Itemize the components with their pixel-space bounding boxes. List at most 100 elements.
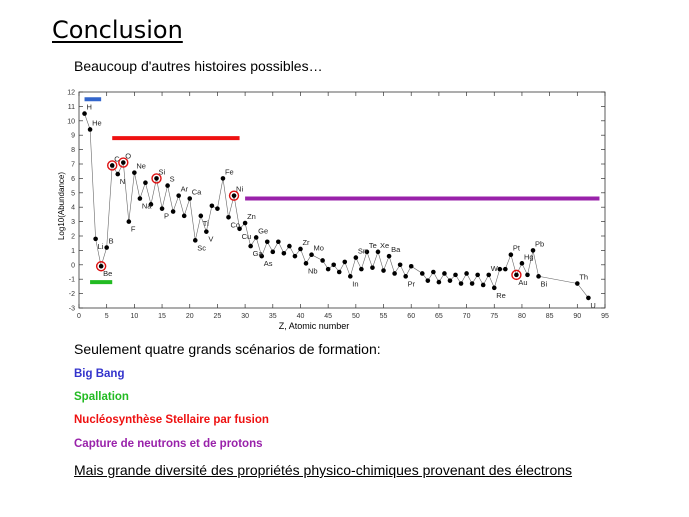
data-point: [215, 206, 220, 211]
data-point: [331, 262, 336, 268]
slide-subtitle: Beaucoup d'autres histoires possibles…: [74, 58, 323, 74]
element-label: Fe: [225, 167, 234, 176]
x-tick-label: 70: [463, 313, 471, 320]
x-tick-label: 15: [158, 313, 166, 320]
element-label: Ne: [136, 162, 146, 171]
data-point: [143, 180, 148, 186]
data-point: [519, 261, 525, 266]
element-label: Ar: [181, 185, 189, 194]
data-point: [403, 274, 408, 279]
element-label: Pt: [513, 244, 521, 253]
data-point: [431, 269, 436, 275]
highlight-ring: [511, 269, 522, 281]
y-tick-label: -1: [69, 277, 75, 284]
scenarios-intro: Seulement quatre grands scénarios de for…: [74, 341, 381, 357]
data-point: [120, 160, 126, 165]
element-label: P: [164, 212, 169, 221]
data-point: [253, 235, 259, 240]
y-tick-label: 7: [71, 162, 75, 169]
scenario-spallation: Spallation: [74, 391, 129, 403]
data-point: [342, 259, 348, 265]
data-point: [115, 171, 121, 177]
y-tick-label: 2: [71, 234, 75, 241]
element-label: C: [114, 154, 120, 163]
highlight-ring: [107, 160, 118, 171]
element-label: Pr: [408, 279, 416, 288]
data-point: [381, 268, 386, 273]
element-label: Xe: [380, 241, 389, 250]
element-label: S: [170, 175, 175, 184]
data-point: [408, 263, 414, 269]
data-point: [469, 281, 475, 286]
data-point: [104, 245, 109, 250]
element-label: As: [264, 259, 273, 268]
element-label: O: [125, 152, 131, 161]
x-tick-label: 45: [324, 313, 332, 320]
highlight-ring: [228, 190, 240, 201]
series-line: [84, 113, 589, 299]
y-tick-label: 6: [71, 176, 75, 183]
data-point: [436, 279, 442, 285]
x-tick-label: 25: [214, 313, 222, 320]
y-tick-label: -3: [69, 306, 75, 313]
element-label: Nb: [308, 266, 318, 275]
data-point: [148, 202, 154, 207]
element-label: Cu: [242, 232, 252, 241]
y-tick-label: 5: [71, 190, 75, 197]
data-point: [176, 193, 181, 198]
y-tick-label: -2: [69, 291, 75, 298]
scenario-neutron-proton-capture: Capture de neutrons et de protons: [74, 438, 263, 450]
data-point: [137, 196, 143, 201]
data-point: [292, 253, 298, 259]
element-label: In: [352, 279, 358, 288]
element-label: Be: [103, 269, 112, 278]
data-point: [198, 213, 204, 219]
data-point: [525, 272, 530, 278]
data-point: [386, 253, 392, 259]
x-tick-label: 10: [130, 313, 138, 320]
data-point: [442, 271, 447, 276]
data-point: [353, 255, 359, 260]
data-point: [453, 272, 458, 278]
chart-axes: 0 5 10 15 20 25 30 35 40 45 50 55 60 65 70 75 80 85 90 95-3…: [67, 90, 609, 321]
data-point: [320, 258, 325, 263]
data-point: [503, 266, 508, 272]
y-tick-label: 3: [71, 219, 75, 226]
element-label: Au: [518, 278, 527, 287]
data-point: [375, 249, 381, 255]
x-tick-label: 0: [77, 313, 81, 320]
x-tick-label: 65: [435, 313, 443, 320]
y-axis-label: Log10(Abundance): [57, 172, 66, 240]
x-tick-label: 75: [490, 313, 498, 320]
element-label: N: [120, 177, 125, 186]
data-point: [93, 236, 98, 242]
element-label: Th: [579, 273, 588, 282]
data-point: [458, 281, 464, 286]
element-label: Ti: [203, 219, 209, 228]
scenario-stellar-fusion: Nucléosynthèse Stellaire par fusion: [74, 414, 269, 426]
x-tick-label: 50: [352, 313, 360, 320]
element-label: W: [491, 264, 499, 273]
y-tick-label: 9: [71, 133, 75, 140]
data-point: [165, 183, 170, 188]
data-point: [392, 271, 397, 276]
data-point: [309, 252, 314, 258]
data-point: [475, 272, 480, 278]
highlight-ring: [151, 173, 162, 184]
data-point: [187, 196, 193, 201]
element-label: Ni: [236, 185, 243, 194]
x-tick-label: 95: [601, 313, 609, 320]
data-point: [325, 266, 331, 272]
data-point: [514, 272, 519, 278]
element-label: Sc: [197, 243, 206, 252]
scenario-big-bang: Big Bang: [74, 368, 125, 380]
data-point: [464, 271, 469, 276]
element-label: Te: [369, 241, 377, 250]
data-point: [132, 170, 137, 175]
element-label: B: [109, 237, 114, 246]
data-point: [586, 295, 591, 301]
element-label: Co: [230, 220, 240, 229]
data-point: [397, 262, 403, 268]
data-point: [298, 246, 303, 252]
